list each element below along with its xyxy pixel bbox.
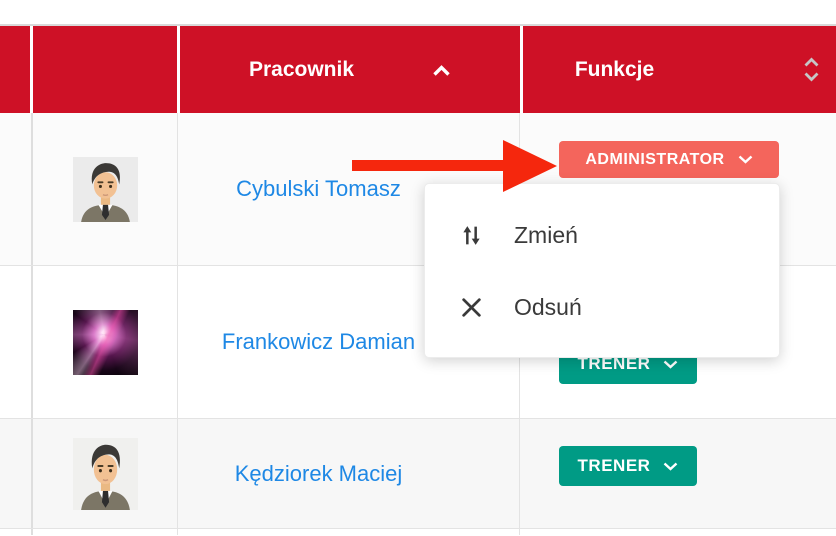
role-cell xyxy=(520,529,836,535)
funkcje-header-label: Funkcje xyxy=(574,57,655,81)
sort-ascending-icon[interactable] xyxy=(432,65,451,77)
avatar-cell xyxy=(33,266,178,418)
role-badge-administrator[interactable]: ADMINISTRATOR xyxy=(559,141,779,178)
man-in-suit-avatar xyxy=(72,437,138,510)
menu-item-label: Odsuń xyxy=(514,293,582,320)
table-header-row: Pracownik Funkcje xyxy=(0,26,836,113)
table-row xyxy=(0,529,836,535)
role-cell: TRENER xyxy=(520,419,836,528)
chevron-down-icon xyxy=(664,462,678,471)
red-arrow-annotation-shaft xyxy=(352,160,505,171)
role-badge-label: TRENER xyxy=(577,456,651,475)
header-cell-pracownik[interactable]: Pracownik xyxy=(180,26,520,113)
employees-table: Pracownik Funkcje xyxy=(0,24,836,535)
row-stub-cell xyxy=(0,529,33,535)
chevron-down-icon xyxy=(738,155,752,164)
menu-item-zmien[interactable]: Zmień xyxy=(425,199,779,271)
swap-vertical-icon xyxy=(463,225,480,245)
close-icon xyxy=(462,297,481,317)
role-badge-label: TRENER xyxy=(577,354,651,373)
role-badge-trener[interactable]: TRENER xyxy=(559,446,697,486)
employee-name-link[interactable]: Cybulski Tomasz xyxy=(236,176,401,201)
role-cell: ADMINISTRATOR xyxy=(520,113,836,265)
name-cell: Cybulski Tomasz xyxy=(178,113,520,265)
header-cell-stub xyxy=(0,26,30,113)
role-actions-dropdown-menu: Zmień Odsuń xyxy=(424,183,780,358)
table-row: Kędziorek Maciej TRENER xyxy=(0,419,836,529)
purple-light-abstract-avatar xyxy=(72,309,138,375)
header-cell-funkcje[interactable]: Funkcje xyxy=(523,26,836,113)
man-in-suit-avatar xyxy=(72,156,138,222)
avatar-cell xyxy=(33,529,178,535)
row-stub-cell xyxy=(0,113,33,265)
row-stub-cell xyxy=(0,266,33,418)
employee-name-link[interactable]: Kędziorek Maciej xyxy=(234,460,403,486)
role-badge-label: ADMINISTRATOR xyxy=(585,150,725,168)
row-stub-cell xyxy=(0,419,33,528)
menu-item-odsun[interactable]: Odsuń xyxy=(425,271,779,343)
name-cell: Kędziorek Maciej xyxy=(178,419,520,528)
employee-name-link[interactable]: Frankowicz Damian xyxy=(221,329,416,354)
avatar-cell xyxy=(33,419,178,528)
chevron-down-icon xyxy=(664,360,678,369)
avatar-cell xyxy=(33,113,178,265)
menu-item-label: Zmień xyxy=(514,221,578,248)
name-cell xyxy=(178,529,520,535)
header-cell-avatar xyxy=(33,26,177,113)
sort-unsorted-icon[interactable] xyxy=(803,56,820,83)
red-arrow-annotation-head xyxy=(503,140,557,192)
pracownik-header-label: Pracownik xyxy=(248,57,355,81)
